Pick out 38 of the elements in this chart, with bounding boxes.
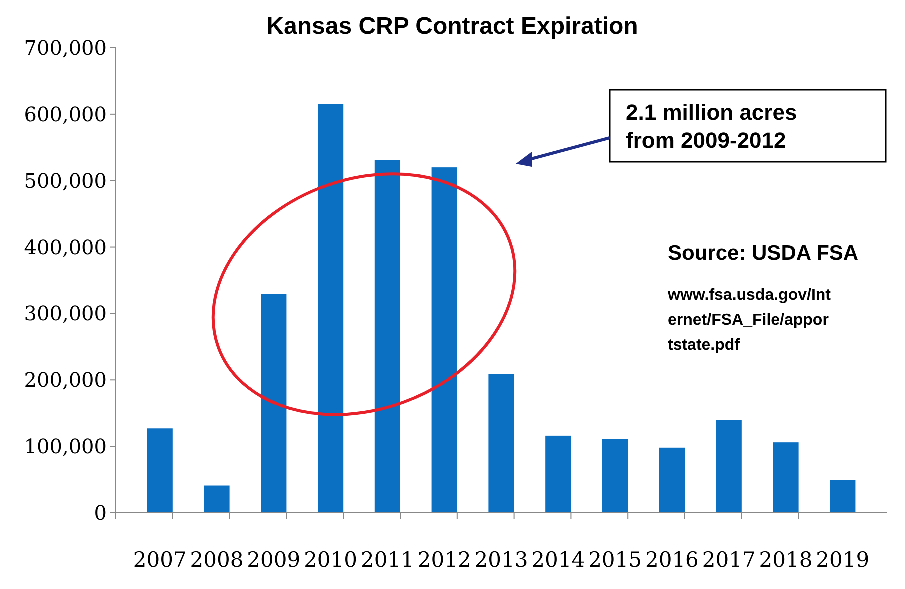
- x-tick-label: 2010: [304, 548, 358, 572]
- x-tick-label: 2018: [759, 548, 813, 572]
- bar: [318, 104, 344, 513]
- x-tick-label: 2015: [588, 548, 642, 572]
- bar: [204, 486, 230, 513]
- bar: [773, 442, 799, 513]
- bar: [546, 436, 572, 513]
- y-tick-label: 0: [94, 501, 107, 525]
- x-tick-label: 2011: [360, 548, 414, 572]
- bar: [830, 480, 856, 513]
- y-tick-label: 100,000: [24, 434, 107, 459]
- annotation: www.fsa.usda.gov/Internet/FSA_File/apportstate.pdf: [667, 287, 832, 354]
- x-tick-label: 2014: [532, 548, 586, 572]
- y-tick-label: 400,000: [24, 235, 107, 260]
- y-tick-label: 700,000: [24, 36, 107, 60]
- bar: [716, 420, 742, 513]
- bar: [488, 374, 514, 513]
- bar: [602, 439, 628, 513]
- bar: [147, 428, 173, 513]
- bar: [261, 294, 287, 513]
- x-tick-label: 2012: [418, 548, 472, 572]
- annotation: 2.1 million acres from 2009-2012: [626, 100, 798, 153]
- x-tick-label: 2013: [474, 548, 528, 572]
- annotation: Source: USDA FSA: [668, 242, 859, 265]
- x-tick-label: 2019: [816, 548, 870, 572]
- y-tick-label: 500,000: [24, 168, 107, 193]
- bar: [659, 448, 686, 513]
- bar: [432, 168, 458, 513]
- x-tick-label: 2017: [702, 548, 756, 572]
- y-tick-label: 200,000: [24, 368, 107, 392]
- bar: [374, 160, 400, 513]
- y-tick-label: 600,000: [24, 102, 107, 126]
- x-tick-label: 2007: [133, 548, 187, 572]
- x-tick-label: 2009: [247, 548, 301, 572]
- y-tick-label: 300,000: [24, 302, 107, 326]
- x-tick-label: 2008: [190, 548, 244, 572]
- chart-title: Kansas CRP Contract Expiration: [266, 13, 638, 40]
- x-tick-label: 2016: [645, 548, 699, 572]
